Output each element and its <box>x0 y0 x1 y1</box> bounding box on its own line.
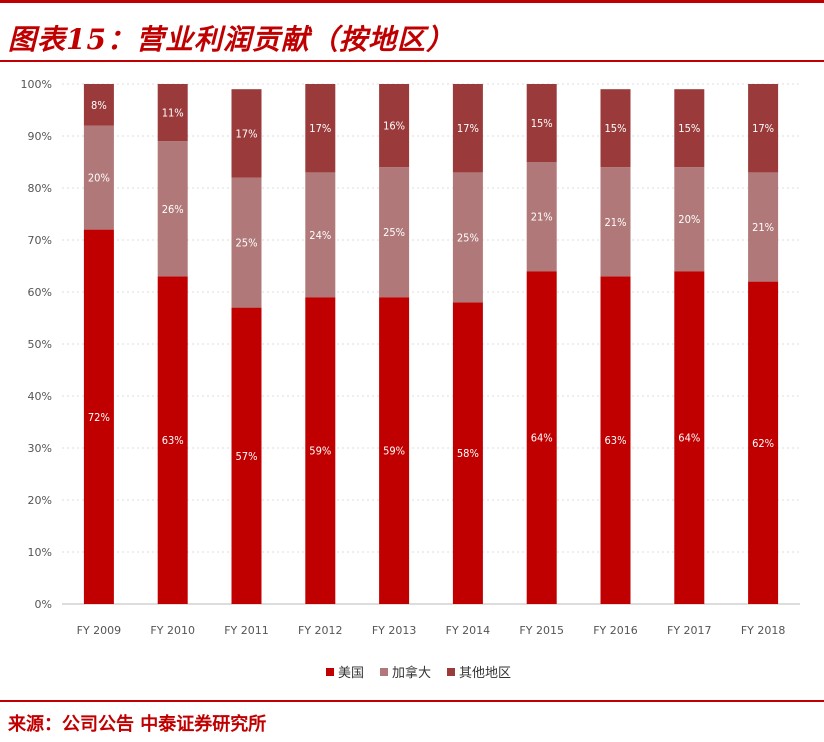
bar-segment <box>379 84 410 168</box>
bar-segment <box>157 141 188 277</box>
data-label: 58% <box>457 447 479 460</box>
bar-segment <box>452 172 483 303</box>
data-label: 59% <box>309 445 331 458</box>
data-label: 15% <box>678 122 700 135</box>
bar-segment <box>157 84 188 142</box>
data-label: 59% <box>383 445 405 458</box>
bar-segment <box>231 307 262 604</box>
bar-segment <box>379 297 410 604</box>
bar-segment <box>231 177 262 308</box>
x-tick-label: FY 2016 <box>593 624 638 637</box>
data-label: 24% <box>309 229 331 242</box>
x-tick-label: FY 2014 <box>446 624 491 637</box>
y-tick-label: 100% <box>21 78 52 91</box>
data-label: 25% <box>236 237 258 250</box>
bar-segment <box>526 84 557 162</box>
chart-area: 0% 10% 20% 30% 40% 50% 60% 70% 80% 90% 100% 72% 20% 8… <box>0 62 824 692</box>
bar-segment <box>83 125 114 230</box>
bar-segment <box>452 302 483 604</box>
bar-segment <box>600 276 631 604</box>
data-label: 25% <box>383 226 405 239</box>
bar-segment <box>526 271 557 604</box>
bar-segment <box>379 167 410 298</box>
data-label: 72% <box>88 411 110 424</box>
bar-segment <box>83 229 114 604</box>
bar-segment <box>748 172 779 282</box>
data-label: 17% <box>457 122 479 135</box>
legend-item-canada: 加拿大 <box>380 662 431 681</box>
data-label: 63% <box>162 434 184 447</box>
y-tick-label: 90% <box>28 130 52 143</box>
data-label: 20% <box>88 172 110 185</box>
data-label: 15% <box>605 122 627 135</box>
title-rule <box>0 60 824 62</box>
x-tick-label: FY 2012 <box>298 624 343 637</box>
chart-title: 图表15：营业利润贡献（按地区） <box>8 23 455 56</box>
data-label: 64% <box>678 432 700 445</box>
data-label: 21% <box>605 216 627 229</box>
data-label: 20% <box>678 213 700 226</box>
y-tick-label: 40% <box>28 390 52 403</box>
y-tick-label: 60% <box>28 286 52 299</box>
bar-segment <box>83 84 114 126</box>
legend: 美国 加拿大 其他地区 <box>326 662 511 681</box>
bar-segment <box>674 89 705 168</box>
data-label: 17% <box>752 122 774 135</box>
x-tick-label: FY 2015 <box>519 624 564 637</box>
x-tick-label: FY 2009 <box>77 624 122 637</box>
y-tick-label: 80% <box>28 182 52 195</box>
y-tick-label: 70% <box>28 234 52 247</box>
legend-swatch-canada <box>380 667 389 676</box>
y-tick-label: 30% <box>28 442 52 455</box>
bar-segment <box>600 89 631 168</box>
stacked-bar-chart: 0% 10% 20% 30% 40% 50% 60% 70% 80% 90% 100% 72% 20% 8… <box>21 78 800 637</box>
bar-segment <box>748 281 779 604</box>
data-label: 8% <box>91 99 107 112</box>
legend-label-canada: 加拿大 <box>392 666 432 681</box>
bar-segment <box>674 167 705 272</box>
bar-segment <box>674 271 705 604</box>
bar-segment <box>305 172 336 298</box>
x-tick-label: FY 2011 <box>224 624 269 637</box>
bar-segment <box>748 84 779 173</box>
data-label: 15% <box>531 117 553 130</box>
bar-segment <box>305 297 336 604</box>
legend-label-other: 其他地区 <box>459 666 512 681</box>
bar-segment <box>600 167 631 277</box>
legend-item-us: 美国 <box>326 662 364 681</box>
legend-swatch-other <box>447 667 456 676</box>
bar-segment <box>231 89 262 178</box>
data-label: 17% <box>236 127 258 140</box>
bar-segment <box>305 84 336 173</box>
x-tick-label: FY 2010 <box>150 624 195 637</box>
bar-segment <box>157 276 188 604</box>
y-tick-label: 50% <box>28 338 52 351</box>
x-tick-label: FY 2013 <box>372 624 417 637</box>
y-tick-label: 0% <box>35 598 52 611</box>
legend-label-us: 美国 <box>338 666 365 681</box>
y-tick-label: 10% <box>28 546 52 559</box>
bar-segment <box>526 162 557 272</box>
data-label: 57% <box>236 450 258 463</box>
source-note: 来源：公司公告 中泰证券研究所 <box>8 714 267 735</box>
data-label: 25% <box>457 231 479 244</box>
data-label: 21% <box>752 221 774 234</box>
data-label: 64% <box>531 432 553 445</box>
x-tick-label: FY 2017 <box>667 624 712 637</box>
data-label: 26% <box>162 203 184 216</box>
data-label: 62% <box>752 437 774 450</box>
data-label: 11% <box>162 107 184 120</box>
bottom-rule <box>0 700 824 702</box>
bar-segment <box>452 84 483 173</box>
legend-item-other: 其他地区 <box>447 662 511 681</box>
data-label: 17% <box>309 122 331 135</box>
data-label: 21% <box>531 211 553 224</box>
data-label: 16% <box>383 120 405 133</box>
legend-swatch-us <box>326 667 334 676</box>
y-tick-label: 20% <box>28 494 52 507</box>
data-label: 63% <box>605 434 627 447</box>
top-rule <box>0 0 824 3</box>
x-tick-label: FY 2018 <box>741 624 786 637</box>
